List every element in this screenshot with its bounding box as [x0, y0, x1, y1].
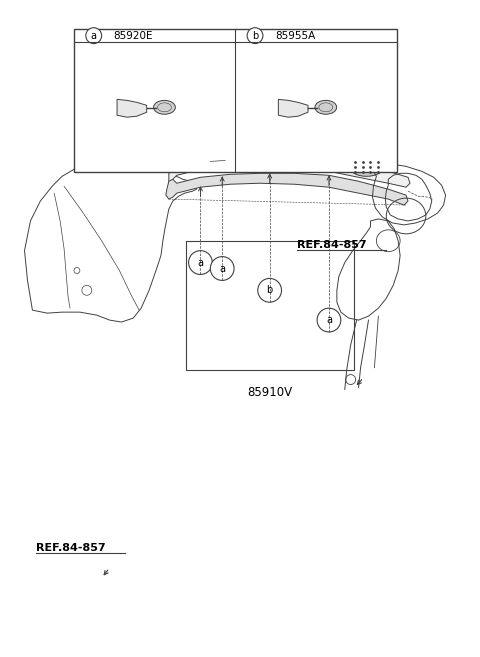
Text: 85955A: 85955A: [275, 31, 315, 41]
Text: b: b: [266, 285, 273, 296]
Circle shape: [247, 28, 263, 43]
Text: REF.84-857: REF.84-857: [297, 240, 367, 250]
Polygon shape: [278, 99, 308, 117]
Text: a: a: [219, 263, 225, 273]
Ellipse shape: [154, 101, 175, 114]
Text: a: a: [326, 315, 332, 325]
Text: REF.84-857: REF.84-857: [36, 543, 106, 553]
Circle shape: [317, 308, 341, 332]
Ellipse shape: [350, 158, 384, 176]
Circle shape: [86, 28, 102, 43]
Circle shape: [258, 279, 281, 302]
Polygon shape: [117, 99, 147, 117]
Text: a: a: [91, 31, 96, 41]
Polygon shape: [169, 158, 410, 187]
Circle shape: [210, 257, 234, 281]
Text: b: b: [252, 31, 258, 41]
Ellipse shape: [315, 101, 336, 114]
Text: 85920E: 85920E: [113, 31, 153, 41]
Bar: [74, 29, 396, 172]
Bar: [186, 240, 354, 370]
Text: a: a: [197, 258, 204, 267]
Circle shape: [189, 251, 212, 275]
Polygon shape: [166, 173, 408, 205]
Text: 85910V: 85910V: [247, 386, 292, 399]
